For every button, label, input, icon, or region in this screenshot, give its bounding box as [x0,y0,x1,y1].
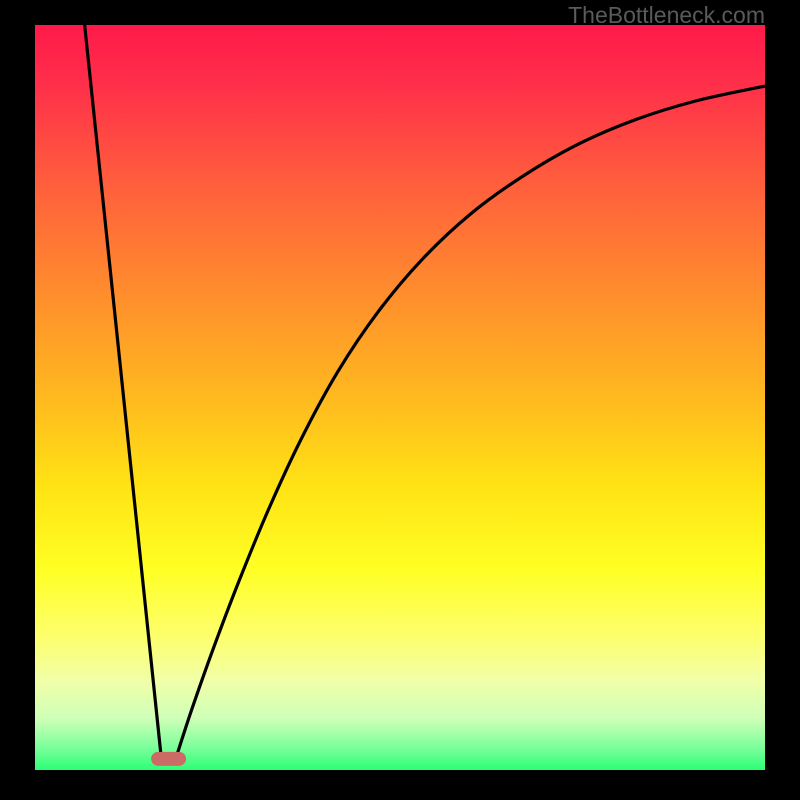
left-line [85,25,162,758]
watermark-text: TheBottleneck.com [568,2,765,29]
curve-layer [35,25,765,770]
chart-container: TheBottleneck.com [0,0,800,800]
optimum-marker [151,752,186,766]
right-curve [176,86,765,758]
plot-area [35,25,765,770]
